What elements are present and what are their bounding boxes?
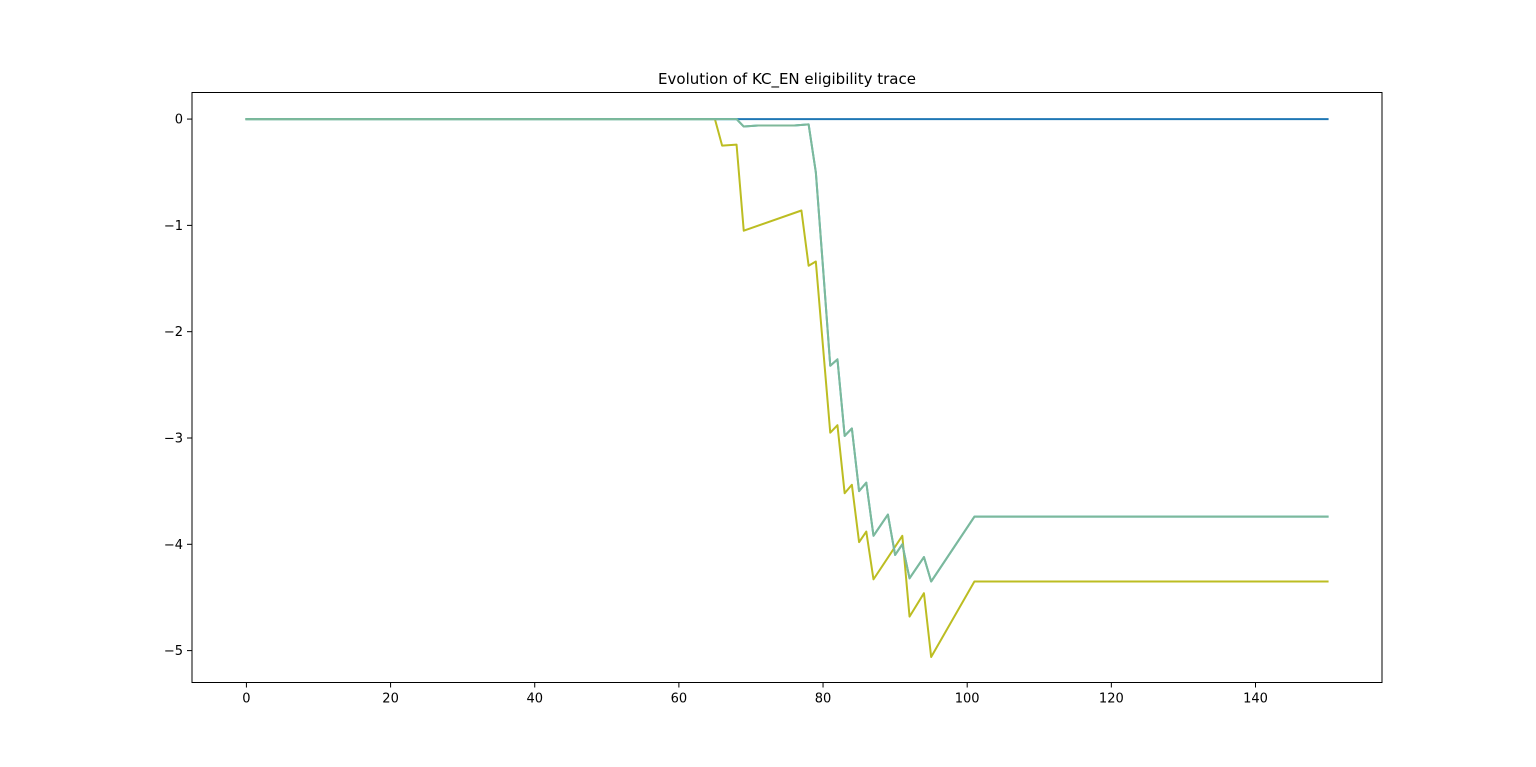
- x-tick-label: 120: [1099, 692, 1124, 707]
- y-tick-label: −1: [164, 219, 183, 234]
- x-tick-label: 100: [955, 692, 980, 707]
- y-tick-label: −2: [164, 325, 183, 340]
- y-tick-label: −5: [164, 644, 183, 659]
- y-tick-label: −3: [164, 431, 183, 446]
- chart-title: Evolution of KC_EN eligibility trace: [658, 70, 916, 89]
- x-tick-label: 60: [671, 692, 688, 707]
- y-tick-label: −4: [164, 538, 183, 553]
- y-tick-label: 0: [175, 113, 183, 128]
- x-tick-label: 20: [382, 692, 399, 707]
- x-axis: 0 20 40 60 80 100 120 140: [242, 682, 1268, 707]
- series-layer: [245, 118, 1329, 658]
- x-tick-label: 0: [242, 692, 250, 707]
- plot-area-frame: [191, 92, 1383, 683]
- x-tick-label: 80: [815, 692, 832, 707]
- x-tick-label: 40: [526, 692, 543, 707]
- y-axis: 0 −1 −2 −3 −4 −5: [164, 113, 192, 659]
- series-line-4: [245, 118, 1329, 583]
- x-tick-label: 140: [1243, 692, 1268, 707]
- series-line-2: [245, 118, 1329, 658]
